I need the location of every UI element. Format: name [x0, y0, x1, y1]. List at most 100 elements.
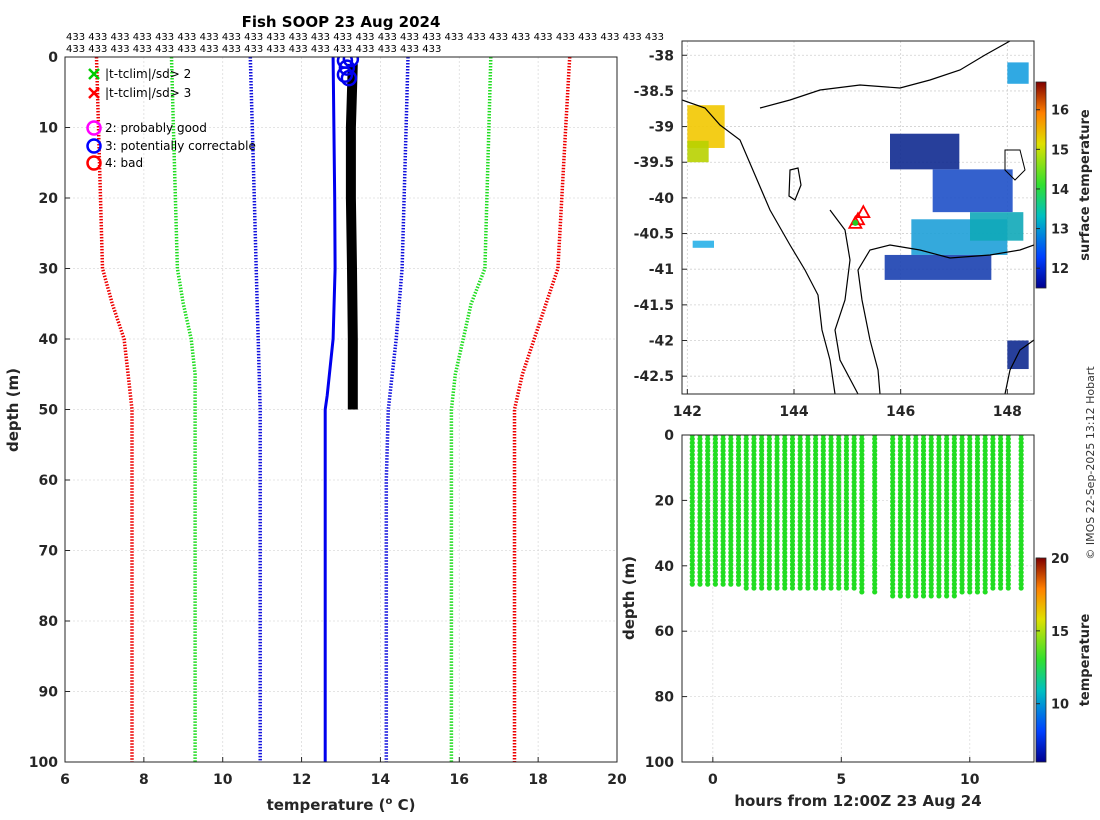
timeseries-point	[897, 546, 903, 552]
timeseries-point	[905, 487, 911, 493]
timeseries-point	[820, 550, 826, 556]
timeseries-point	[913, 455, 919, 462]
timeseries-point	[959, 463, 965, 469]
timeseries-point	[720, 475, 726, 481]
timeseries-point	[959, 510, 965, 517]
timeseries-point	[1005, 471, 1011, 477]
timeseries-point	[766, 538, 772, 544]
timeseries-point	[797, 554, 803, 560]
timeseries-point	[990, 436, 996, 442]
timeseries-point	[751, 581, 757, 587]
timeseries-point	[959, 459, 965, 466]
timeseries-point	[997, 491, 1004, 497]
timeseries-point	[774, 577, 780, 583]
timeseries-point	[728, 514, 734, 521]
timeseries-point	[805, 565, 811, 572]
timeseries-point	[828, 585, 834, 591]
timeseries-point	[689, 573, 695, 579]
timeseries-point	[828, 526, 834, 532]
timeseries-point	[843, 569, 850, 575]
timeseries-point	[974, 475, 981, 481]
timeseries-point	[705, 452, 711, 458]
timeseries-point	[936, 444, 942, 450]
profile-series-clim-1sd	[248, 57, 262, 762]
timeseries-point	[720, 471, 726, 477]
timeseries-point	[990, 542, 996, 548]
timeseries-point	[920, 467, 927, 473]
timeseries-point	[890, 510, 896, 517]
timeseries-point	[974, 522, 981, 528]
timeseries-point	[951, 581, 957, 587]
timeseries-point	[705, 463, 711, 469]
timeseries-point	[805, 499, 811, 505]
timeseries-point	[997, 577, 1004, 583]
timeseries-point	[982, 506, 988, 513]
timeseries-point	[743, 499, 749, 505]
timeseries-point	[766, 542, 772, 548]
timeseries-point	[751, 546, 757, 552]
map-ytick-label: -41.5	[634, 298, 674, 314]
timeseries-point	[705, 561, 711, 568]
timeseries-point	[851, 463, 857, 469]
timeseries-point	[705, 467, 711, 473]
timeseries-point	[759, 557, 765, 564]
timeseries-point	[1018, 467, 1024, 473]
timeseries-point	[872, 475, 878, 481]
profile-series-profiles	[345, 63, 358, 410]
timeseries-point	[728, 518, 734, 524]
timeseries-point	[828, 463, 834, 469]
timeseries-point	[890, 487, 896, 493]
timeseries-point	[705, 499, 711, 505]
timeseries-point	[689, 557, 695, 564]
timeseries-point	[859, 581, 865, 587]
timeseries-point	[843, 557, 850, 564]
timeseries-point	[944, 467, 950, 473]
timeseries-point	[997, 471, 1004, 477]
timeseries-point	[905, 522, 911, 528]
timeseries-point	[982, 440, 988, 446]
timeseries-point	[766, 534, 772, 540]
timeseries-point	[967, 467, 973, 473]
timeseries-point	[697, 530, 703, 536]
profile-xlabel: temperature (o C)	[267, 796, 416, 814]
timeseries-point	[782, 557, 788, 564]
timeseries-point	[928, 518, 934, 524]
timeseries-point	[928, 561, 934, 568]
timeseries-point	[944, 589, 950, 595]
timeseries-point	[836, 534, 842, 540]
timeseries-point	[828, 495, 834, 501]
timeseries-point	[759, 569, 765, 575]
timeseries-point	[974, 557, 981, 564]
timeseries-point	[735, 491, 742, 497]
timeseries-point	[728, 459, 734, 466]
timeseries-point	[1018, 452, 1024, 458]
timeseries-point	[843, 491, 850, 497]
legend-marker-circle	[86, 138, 102, 154]
timeseries-point	[872, 506, 878, 513]
timeseries-point	[697, 506, 703, 513]
timeseries-point	[782, 483, 788, 489]
timeseries-point	[735, 514, 742, 521]
timeseries-point	[774, 565, 780, 572]
timeseries-point	[697, 479, 703, 485]
timeseries-point	[735, 475, 742, 481]
timeseries-point	[705, 573, 711, 579]
profile-xtick-label: 20	[607, 772, 627, 788]
timeseries-point	[967, 452, 973, 458]
timeseries-point	[689, 518, 695, 524]
timeseries-point	[759, 534, 765, 540]
timeseries-point	[872, 499, 878, 505]
timeseries-point	[782, 440, 788, 446]
timeseries-point	[735, 471, 742, 477]
map-sst-patch	[932, 169, 1013, 213]
timeseries-point	[851, 530, 857, 536]
timeseries-point	[859, 557, 865, 564]
timeseries-point	[813, 546, 819, 552]
timeseries-point	[689, 475, 695, 481]
timeseries-cast	[982, 435, 988, 595]
timeseries-point	[697, 452, 703, 458]
timeseries-point	[712, 538, 719, 544]
timeseries-point	[1018, 542, 1024, 548]
timeseries-point	[928, 526, 934, 532]
